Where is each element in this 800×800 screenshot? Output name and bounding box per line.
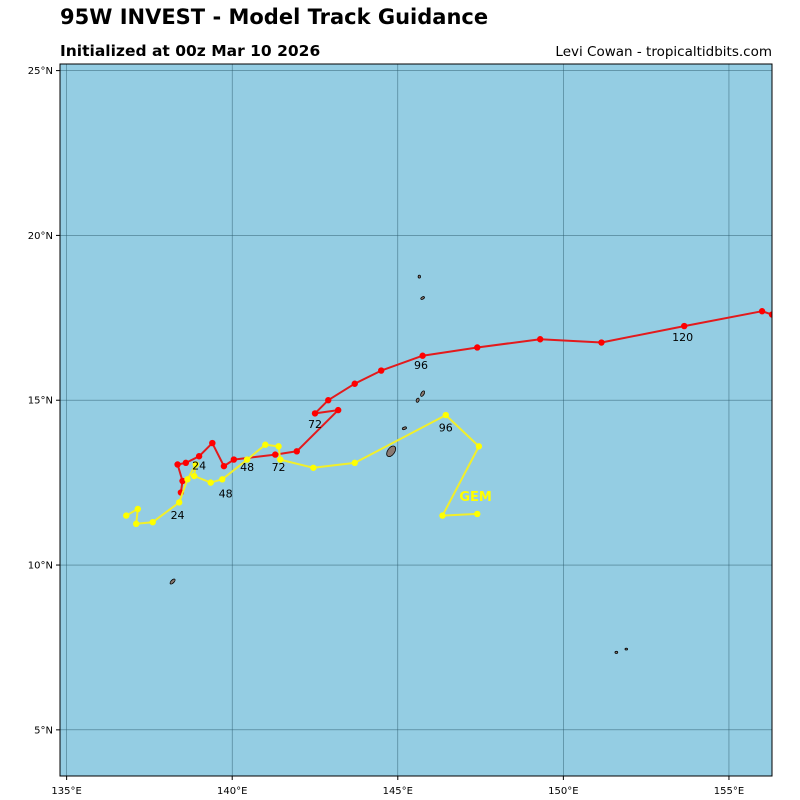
track-point-gem [351,459,358,467]
track-point-red [474,344,481,351]
forecast-hour-label: 72 [308,418,322,431]
y-tick-label: 15°N [28,396,53,407]
track-point-gem [176,499,183,506]
track-point-red [272,451,279,458]
track-point-red [311,410,319,417]
forecast-hour-label: 24 [171,509,185,522]
track-point-red [768,311,772,318]
track-point-gem [475,443,483,450]
model-tracks [123,308,772,528]
init-time-subtitle: Initialized at 00z Mar 10 2026 [60,42,321,60]
track-point-gem [190,472,198,480]
credit-text: Levi Cowan - tropicaltidbits.com [555,44,772,60]
track-line-red [176,310,772,493]
track-point-gem [243,456,251,463]
page-title: 95W INVEST - Model Track Guidance [60,5,489,29]
track-point-red [325,397,332,404]
x-tick-label: 135°E [51,786,81,797]
track-point-red [598,339,605,346]
track-point-gem [262,441,269,448]
ocean-background [60,64,772,776]
forecast-hour-label: 48 [219,487,233,500]
x-tick-label: 145°E [383,786,413,797]
track-point-gem [207,479,214,486]
track-point-gem [149,518,156,526]
y-tick-label: 10°N [28,561,53,572]
track-point-gem [310,464,317,471]
island-rota [401,426,407,430]
track-labels: 24 48 72 96 120 24 48 72 96 GEM [171,331,694,522]
map-frame [59,63,773,777]
track-point-gem [442,411,450,419]
track-point-gem [184,476,191,483]
track-point-red [179,477,186,485]
track-point-red [536,336,544,343]
y-tick-label: 5°N [34,725,53,736]
track-point-red [378,367,385,374]
track-point-red [220,462,228,470]
forecast-hour-label: 24 [192,459,206,472]
track-point-red [209,439,216,447]
x-tick-label: 140°E [217,786,247,797]
track-point-gem [134,505,142,513]
track-point-red [293,448,300,455]
forecast-hour-label: 120 [672,331,693,344]
track-point-red [681,322,688,330]
track-point-gem [474,510,481,518]
track-point-red [195,453,203,460]
axis-ticks: 135°E 140°E 145°E 150°E 155°E 5°N 10°N 15°N 20°N… [28,66,744,797]
island-tinian [415,397,420,403]
track-point-gem [277,456,284,463]
x-tick-label: 150°E [548,786,578,797]
island-guam [386,445,397,458]
track-point-red [230,456,238,463]
track-point-gem [219,476,226,483]
track-line-gem [125,414,480,525]
track-point-gem [123,512,130,519]
track-point-gem [132,520,140,528]
island-anatahan [420,296,425,300]
track-point-red [758,308,766,315]
forecast-hour-label: 72 [272,461,286,474]
track-point-red [419,352,426,359]
island-ngulu [169,578,176,585]
x-tick-label: 155°E [714,786,744,797]
track-point-gem [192,461,199,468]
island-saipan [420,390,426,397]
island-pagan [417,274,421,279]
y-tick-label: 25°N [28,66,53,77]
track-point-red [351,380,358,387]
islands [169,274,628,654]
forecast-hour-label: 96 [439,422,453,435]
track-point-red [182,459,190,467]
track-point-red [174,461,181,468]
model-name-label: GEM [459,490,492,505]
forecast-hour-label: 48 [240,461,254,474]
track-point-red [334,406,342,414]
track-point-gem [275,443,282,450]
track-point-gem [439,512,446,519]
y-tick-label: 20°N [28,231,53,242]
island-chuuk-1 [614,650,619,654]
forecast-hour-label: 96 [414,359,428,372]
island-chuuk-2 [624,647,628,651]
